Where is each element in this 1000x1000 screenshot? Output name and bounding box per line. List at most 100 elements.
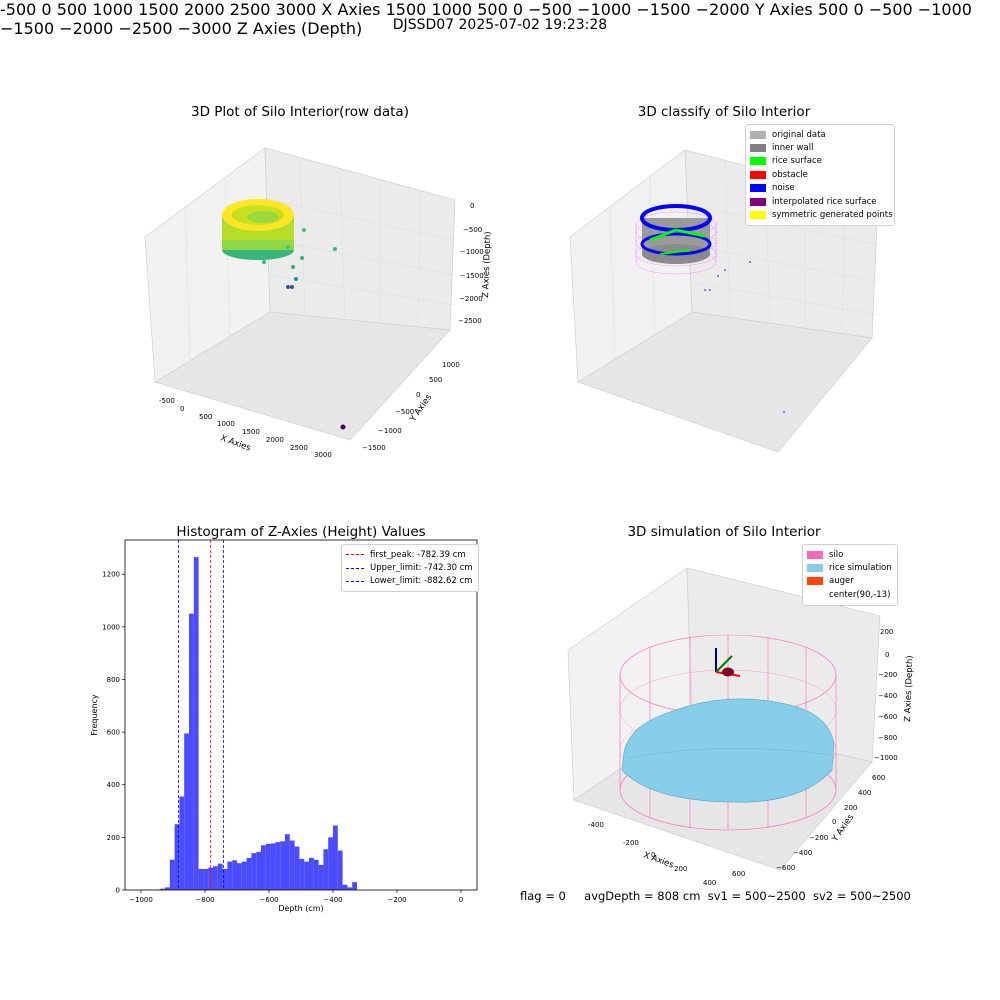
- legend-label: obstacle: [772, 169, 808, 180]
- svg-text:0: 0: [885, 651, 889, 659]
- legend-label: Upper_limit: -742.30 cm: [370, 563, 473, 574]
- svg-text:−600: −600: [878, 713, 897, 721]
- histogram-bar: [198, 868, 204, 890]
- histogram-bar: [337, 850, 343, 890]
- simulation-plot-title: 3D simulation of Silo Interior: [627, 524, 821, 540]
- classify-legend: original data inner wall rice surface ob…: [745, 124, 895, 226]
- histogram-bar: [246, 857, 252, 890]
- simulation-z-ticks: 200 0 −200 −400 −600 −800 −1000: [874, 628, 898, 762]
- x-tick-label: −400: [323, 896, 342, 904]
- histogram-bar: [193, 557, 199, 890]
- histogram-bar: [265, 843, 271, 890]
- svg-text:600: 600: [732, 870, 745, 878]
- histogram-x-ticks: −1000 −800 −600 −400 −200 0: [129, 890, 463, 904]
- histogram-chart: −1000 −800 −600 −400 −200 0 0 200 400 600 800 1000…: [90, 539, 478, 913]
- y-tick-label: 1200: [102, 571, 120, 579]
- legend-swatch: [750, 184, 766, 193]
- legend-item-original-data: original data: [750, 128, 890, 141]
- legend-item-auger: auger: [807, 575, 893, 588]
- histogram-bar: [280, 841, 285, 890]
- legend-label: noise: [772, 183, 795, 194]
- svg-text:−1500: −1500: [460, 272, 484, 280]
- histogram-bar: [323, 849, 329, 890]
- x-tick-label: −800: [195, 896, 214, 904]
- legend-swatch: [750, 211, 766, 220]
- svg-text:400: 400: [858, 789, 871, 797]
- classify-x-label: X Axies: [321, 0, 381, 19]
- svg-text:1500: 1500: [242, 428, 260, 436]
- y-tick-label: 200: [107, 834, 120, 842]
- simulation-legend: silo rice simulation auger center(90,-13…: [802, 544, 898, 606]
- raw-z-label: Z Axies (Depth): [481, 231, 493, 298]
- legend-label: rice simulation: [829, 563, 892, 574]
- histogram-bar: [342, 884, 348, 890]
- figure-title: DJSSD07 2025-07-02 19:23:28: [392, 17, 608, 33]
- classify-3d-plot: [569, 149, 879, 453]
- histogram-bar: [347, 887, 353, 890]
- histogram-bar: [232, 860, 237, 890]
- histogram-title: Histogram of Z-Axies (Height) Values: [176, 524, 426, 540]
- legend-item-inner-wall: inner wall: [750, 141, 890, 154]
- histogram-bar: [352, 882, 357, 890]
- legend-label: original data: [772, 129, 826, 140]
- histogram-bar: [174, 824, 180, 890]
- histogram-bar: [261, 845, 266, 890]
- x-tick-label: 0: [459, 896, 463, 904]
- histogram-x-label: Depth (cm): [278, 904, 323, 913]
- histogram-bar: [299, 858, 305, 890]
- flag-text: flag = 0: [520, 889, 566, 903]
- legend-swatch: [807, 550, 823, 559]
- svg-text:2000: 2000: [266, 436, 284, 444]
- svg-text:−1000: −1000: [874, 754, 898, 762]
- svg-text:−600: −600: [776, 864, 795, 872]
- svg-text:-500: -500: [159, 397, 175, 405]
- raw-plot-title: 3D Plot of Silo Interior(row data): [191, 104, 409, 120]
- legend-item-upper-limit: Upper_limit: -742.30 cm: [346, 561, 474, 574]
- histogram-bar: [328, 837, 333, 890]
- raw-point-cloud: [222, 199, 346, 430]
- histogram-bar: [318, 865, 324, 890]
- legend-swatch: [807, 564, 823, 573]
- legend-swatch: [750, 144, 766, 153]
- classify-plot-title: 3D classify of Silo Interior: [637, 104, 811, 120]
- legend-item-rice-surface: rice surface: [750, 155, 890, 168]
- legend-swatch: [750, 197, 766, 206]
- svg-text:−1500: −1500: [362, 444, 386, 452]
- raw-axes-box: [144, 147, 456, 441]
- histogram-bar: [313, 859, 319, 890]
- histogram-bar: [217, 863, 223, 890]
- svg-text:−200: −200: [809, 834, 828, 842]
- histogram-bar: [169, 859, 175, 890]
- status-line: flag = 0 avgDepth = 808 cm sv1 = 500~250…: [520, 889, 911, 903]
- legend-item-first-peak: first_peak: -782.39 cm: [346, 548, 474, 561]
- svg-text:−500: −500: [395, 408, 414, 416]
- legend-swatch: [807, 577, 823, 586]
- histogram-bar: [285, 834, 290, 890]
- svg-text:0: 0: [651, 851, 655, 859]
- legend-label: inner wall: [772, 143, 814, 154]
- svg-text:-400: -400: [588, 821, 604, 829]
- legend-item-silo: silo: [807, 548, 893, 561]
- classify-x-ticks: -500 0 500 1000 1500 2000 2500 3000: [0, 0, 317, 19]
- histogram-bar: [222, 868, 228, 890]
- histogram-frame: [124, 539, 478, 891]
- y-tick-label: 400: [107, 781, 120, 789]
- svg-text:−800: −800: [878, 734, 897, 742]
- x-tick-label: −600: [259, 896, 278, 904]
- legend-label: first_peak: -782.39 cm: [370, 549, 466, 560]
- classify-point-cloud: [635, 204, 785, 413]
- raw-x-label: X Axies: [219, 433, 252, 453]
- svg-text:500: 500: [429, 376, 442, 384]
- svg-text:−2500: −2500: [458, 317, 482, 325]
- svg-text:0: 0: [470, 202, 474, 210]
- legend-label: center(90,-13): [829, 589, 891, 600]
- legend-swatch: [807, 590, 823, 599]
- svg-text:400: 400: [703, 879, 716, 887]
- legend-label: Lower_limit: -882.62 cm: [370, 576, 473, 587]
- legend-swatch: [750, 157, 766, 166]
- simulation-x-ticks: -400 -200 0 200 400 600: [588, 821, 745, 887]
- legend-label: rice surface: [772, 156, 822, 167]
- histogram-legend: first_peak: -782.39 cm Upper_limit: -742…: [341, 544, 479, 593]
- rice-simulation-surface: [621, 698, 835, 803]
- raw-y-ticks: 1000 500 0 −500 −1000 −1500: [362, 361, 460, 452]
